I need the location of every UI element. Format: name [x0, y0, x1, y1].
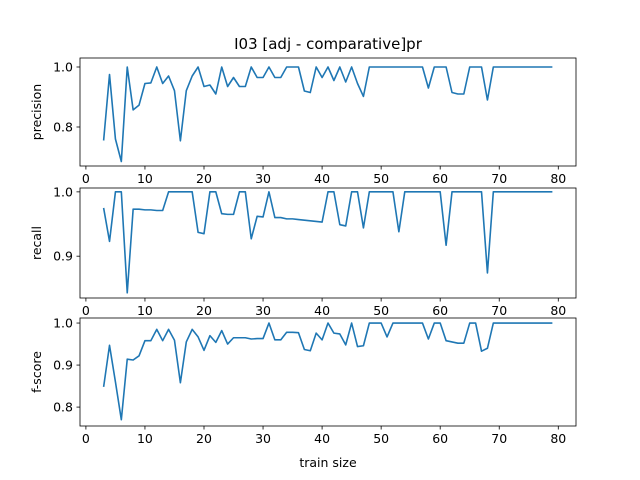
x-tick-label: 50 — [373, 431, 389, 446]
panel-f-score: 0.8 0.9 1.0 0 10 20 30 40 50 60 70 80 f-score — [29, 316, 577, 446]
y-axis-label-f-score: f-score — [29, 351, 44, 393]
x-tick-label: 60 — [432, 171, 448, 186]
x-tick-label: 10 — [137, 431, 153, 446]
x-tick-label: 50 — [373, 171, 389, 186]
x-tick-label: 10 — [137, 303, 153, 318]
x-tick-label: 60 — [432, 431, 448, 446]
chart-title: I03 [adj - comparative]pr — [234, 35, 423, 53]
y-tick-label: 0.8 — [53, 120, 73, 135]
x-tick-label: 80 — [550, 431, 566, 446]
x-tick-label: 0 — [82, 171, 90, 186]
x-tick-label: 20 — [196, 431, 212, 446]
series-line-recall — [102, 191, 553, 294]
x-tick-label: 70 — [491, 171, 507, 186]
y-tick-label: 1.0 — [53, 316, 73, 331]
x-tick-label: 10 — [137, 171, 153, 186]
y-tick-label: 0.9 — [53, 249, 73, 264]
x-tick-label: 80 — [550, 171, 566, 186]
panel-recall: 0.9 1.0 0 10 20 30 40 50 60 70 80 recall — [29, 184, 577, 318]
y-axis-label-precision: precision — [29, 84, 44, 140]
x-tick-label: 0 — [82, 303, 90, 318]
x-tick-label: 20 — [196, 303, 212, 318]
x-tick-label: 60 — [432, 303, 448, 318]
y-axis-label-recall: recall — [29, 226, 44, 260]
series-line-precision — [102, 66, 553, 163]
axes-frame-recall — [79, 187, 577, 299]
axes-frame-f-score — [79, 317, 577, 427]
axes-frame-precision — [79, 57, 577, 167]
x-tick-label: 0 — [82, 431, 90, 446]
x-tick-label: 20 — [196, 171, 212, 186]
x-tick-label: 40 — [314, 171, 330, 186]
series-line-f-score — [102, 322, 553, 421]
x-tick-label: 70 — [491, 431, 507, 446]
y-tick-label: 1.0 — [53, 184, 73, 199]
x-axis-label: train size — [299, 455, 357, 470]
y-tick-label: 0.8 — [53, 400, 73, 415]
x-tick-label: 80 — [550, 303, 566, 318]
x-tick-label: 30 — [255, 171, 271, 186]
x-tick-label: 70 — [491, 303, 507, 318]
y-tick-label: 1.0 — [53, 60, 73, 75]
x-tick-label: 30 — [255, 303, 271, 318]
panel-precision: 0.8 1.0 0 10 20 30 40 50 60 70 80 precision — [29, 57, 577, 186]
x-tick-label: 40 — [314, 303, 330, 318]
x-tick-label: 50 — [373, 303, 389, 318]
y-tick-label: 0.9 — [53, 358, 73, 373]
x-tick-label: 40 — [314, 431, 330, 446]
x-tick-label: 30 — [255, 431, 271, 446]
